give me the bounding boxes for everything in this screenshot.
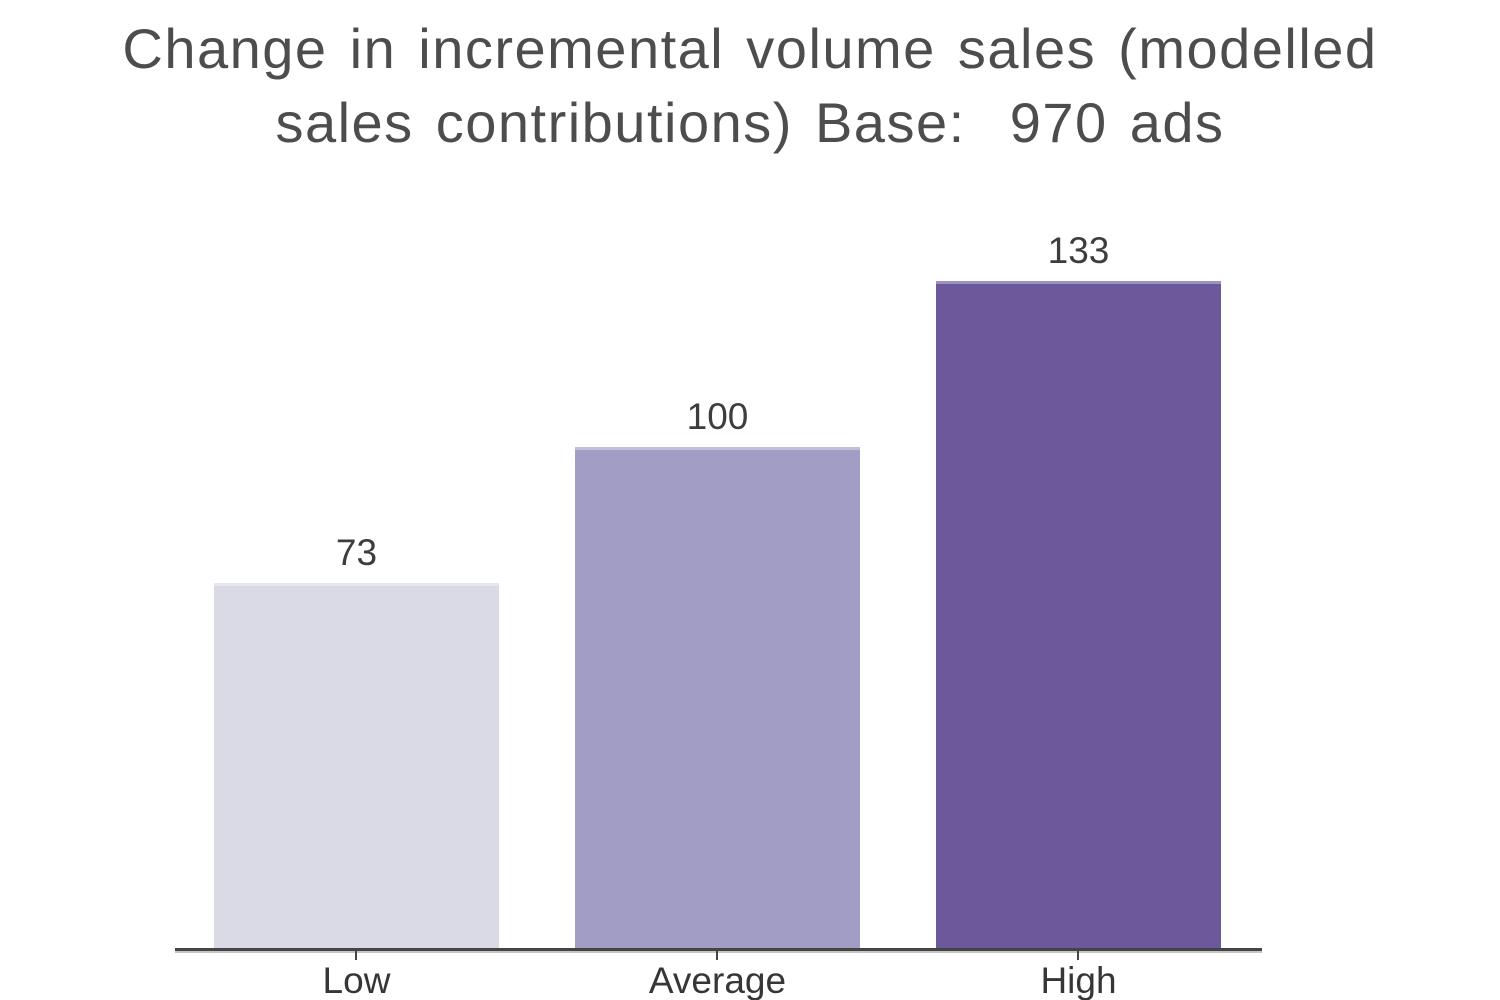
x-axis-label-high: High — [1040, 960, 1117, 1000]
chart-title-line1: Change in incremental volume sales (mode… — [122, 17, 1378, 80]
x-axis-label-average: Average — [648, 960, 787, 1000]
chart-title-line2: sales contributions) Base: 970 ads — [275, 90, 1225, 154]
bar-group-average: 100 — [575, 246, 860, 950]
bar-average — [575, 447, 860, 950]
bar-group-high: 133 — [936, 232, 1221, 950]
bar-value-label-average: 100 — [686, 396, 749, 438]
x-axis-tick-average — [716, 951, 718, 960]
bar-low — [214, 582, 499, 950]
bar-value-label-low: 73 — [335, 531, 378, 573]
plot-area: 73 100 133 — [175, 232, 1262, 950]
x-axis-label-low: Low — [322, 960, 391, 1000]
chart-title: Change in incremental volume sales (mode… — [0, 12, 1500, 160]
x-axis-line — [175, 948, 1262, 951]
bar-value-label-high: 133 — [1047, 230, 1110, 272]
x-axis-tick-low — [355, 951, 357, 960]
bar-high — [936, 281, 1221, 950]
x-axis-tick-high — [1077, 951, 1079, 960]
bar-group-low: 73 — [214, 246, 499, 950]
